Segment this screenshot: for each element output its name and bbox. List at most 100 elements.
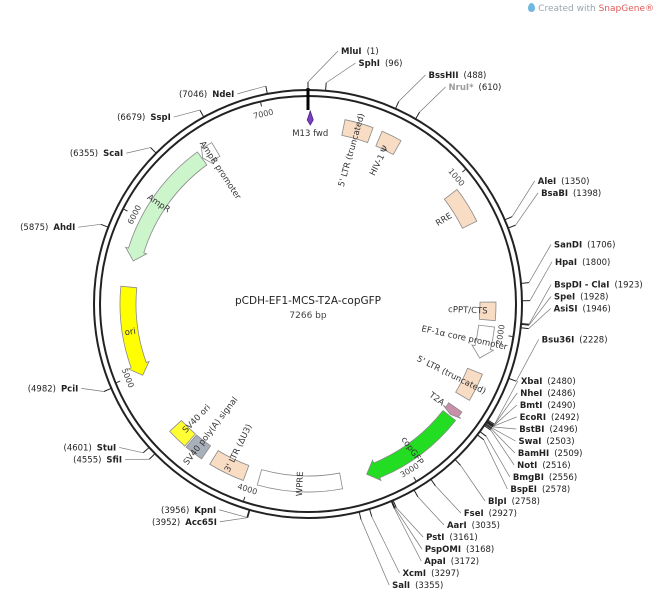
site-position: (2496) xyxy=(549,425,577,435)
feature-hiv-1[interactable]: HIV-1 Ψ xyxy=(368,130,402,178)
site-position: (2927) xyxy=(489,509,517,519)
site-aari[interactable]: AarI (3035) xyxy=(413,489,500,531)
site-leader-line xyxy=(515,339,539,382)
site-name: XcmI xyxy=(402,569,426,579)
site-noti[interactable]: NotI (2516) xyxy=(483,425,571,471)
site-bsabi[interactable]: BsaBI (1398) xyxy=(507,189,601,229)
site-position: (1350) xyxy=(561,177,589,187)
feature-wpre[interactable]: WPRE xyxy=(256,469,344,497)
site-position: (96) xyxy=(385,59,402,69)
site-tick xyxy=(520,327,529,330)
site-tick xyxy=(265,85,268,94)
site-label: (4555) SfiI xyxy=(73,455,122,465)
site-tick xyxy=(369,508,373,517)
site-nhei[interactable]: NheI (2486) xyxy=(486,389,576,426)
site-sphi[interactable]: SphI (96) xyxy=(325,59,403,91)
site-name: PstI xyxy=(426,533,444,543)
site-bstbi[interactable]: BstBI (2496) xyxy=(485,422,578,435)
feature-ef-1-core-promoter[interactable]: EF-1α core promoter xyxy=(420,324,509,359)
site-label: (3956) KpnI xyxy=(161,506,216,516)
site-label: BssHII (488) xyxy=(428,71,486,81)
site-position: (2486) xyxy=(547,389,575,399)
scale-tick xyxy=(122,208,128,212)
site-leader-line xyxy=(491,427,516,442)
feature-rre[interactable]: RRE xyxy=(434,188,478,229)
site-pspomi[interactable]: PspOMI (3168) xyxy=(391,500,494,555)
site-position: (3161) xyxy=(449,533,477,543)
site-label: NheI (2486) xyxy=(520,389,575,399)
watermark-brand: SnapGene xyxy=(598,4,645,14)
site-ecori[interactable]: EcoRI (2492) xyxy=(486,413,580,427)
site-bspdi-clai[interactable]: BspDI - ClaI (1923) xyxy=(521,280,643,325)
site-asisi[interactable]: AsiSI (1946) xyxy=(520,304,611,330)
site-tick xyxy=(430,478,436,487)
site-fsei[interactable]: FseI (2927) xyxy=(430,478,517,519)
site-kpni[interactable]: (3956) KpnI xyxy=(161,506,250,518)
feature-label: ori xyxy=(124,327,136,339)
site-scai[interactable]: (6355) ScaI xyxy=(70,147,157,160)
feature-label: RRE xyxy=(434,211,454,229)
site-mlui[interactable]: MluI (1) xyxy=(307,47,379,90)
site-sandi[interactable]: SanDI (1706) xyxy=(520,240,615,284)
site-name: ApaI xyxy=(424,557,446,567)
site-label: BlpI (2758) xyxy=(488,497,540,507)
feature-m13-fwd[interactable]: M13 fwd xyxy=(292,109,328,139)
feature-label: AmpR promoter xyxy=(197,140,243,202)
site-xbai[interactable]: XbaI (2480) xyxy=(487,377,576,425)
site-nrui[interactable]: NruI* (610) xyxy=(415,83,502,120)
feature-label: WPRE xyxy=(295,471,306,496)
site-label: BspDI - ClaI (1923) xyxy=(554,280,643,290)
feature-cppt-cts[interactable]: cPPT/CTS xyxy=(448,301,497,322)
feature-ampr-promoter[interactable]: AmpR promoter xyxy=(197,140,243,202)
site-position: (3172) xyxy=(451,557,479,567)
site-tick xyxy=(487,419,495,425)
feature-ampr[interactable]: AmpR xyxy=(124,151,208,262)
site-bspei[interactable]: BspEI (2578) xyxy=(477,434,570,495)
site-position: (3952) xyxy=(152,518,180,528)
site-psti[interactable]: PstI (3161) xyxy=(392,500,478,543)
site-bmgbi[interactable]: BmgBI (2556) xyxy=(479,431,577,483)
site-alei[interactable]: AleI (1350) xyxy=(504,177,590,221)
feature-ori[interactable]: ori xyxy=(119,285,150,376)
site-position: (488) xyxy=(464,71,487,81)
site-position: (2490) xyxy=(547,401,575,411)
site-ahdi[interactable]: (5875) AhdI xyxy=(20,223,109,233)
site-sali[interactable]: SalI (3355) xyxy=(358,511,443,591)
site-name: SpeI xyxy=(554,292,575,302)
site-label: SpeI (1928) xyxy=(554,292,608,302)
site-sspi[interactable]: (6679) SspI xyxy=(117,109,205,123)
site-blpi[interactable]: BlpI (2758) xyxy=(454,459,540,507)
site-bamhi[interactable]: BamHI (2509) xyxy=(484,424,583,459)
feature-5-ltr-truncated[interactable]: 5' LTR (truncated) xyxy=(337,112,374,188)
site-tick xyxy=(199,109,205,118)
site-sfii[interactable]: (4555) SfiI xyxy=(73,453,156,466)
site-label: (3952) Acc65I xyxy=(152,518,217,528)
site-bsshii[interactable]: BssHII (488) xyxy=(395,71,486,109)
site-leader-line xyxy=(360,519,390,586)
snapgene-logo-icon xyxy=(528,3,536,12)
site-ndei[interactable]: (7046) NdeI xyxy=(179,85,268,100)
scale-tick xyxy=(508,335,514,338)
site-xcmi[interactable]: XcmI (3297) xyxy=(369,508,459,579)
site-position: (7046) xyxy=(179,90,207,100)
site-label: (5875) AhdI xyxy=(20,223,75,233)
site-tick xyxy=(479,431,487,437)
site-swai[interactable]: SwaI (2503) xyxy=(485,423,575,447)
site-position: (4601) xyxy=(64,443,92,453)
site-hpai[interactable]: HpaI (1800) xyxy=(521,258,610,302)
site-label: HpaI (1800) xyxy=(555,258,610,268)
site-tick xyxy=(508,377,517,382)
feature-5-ltr-truncated[interactable]: 5' LTR (truncated) xyxy=(415,354,487,401)
site-bsu36i[interactable]: Bsu36I (2228) xyxy=(508,335,608,382)
site-spei[interactable]: SpeI (1928) xyxy=(520,292,608,326)
site-acc65i[interactable]: (3952) Acc65I xyxy=(152,509,251,528)
site-name: BmtI xyxy=(520,401,543,411)
site-position: (2516) xyxy=(542,461,570,471)
snapgene-watermark: Created with SnapGene® xyxy=(528,3,654,14)
site-pcii[interactable]: (4982) PciI xyxy=(28,384,112,394)
site-position: (2758) xyxy=(512,497,540,507)
site-name: XbaI xyxy=(521,377,543,387)
site-apai[interactable]: ApaI (3172) xyxy=(390,500,479,567)
site-stui[interactable]: (4601) StuI xyxy=(64,443,150,453)
site-label: AarI (3035) xyxy=(447,521,500,531)
